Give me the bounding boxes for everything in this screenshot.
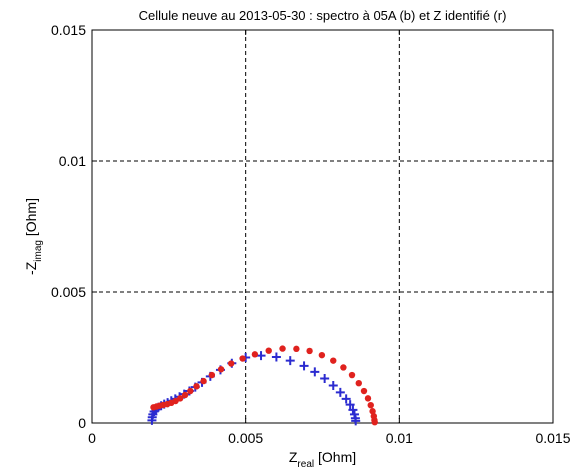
data-point-dot (318, 351, 326, 359)
data-point-dot (364, 395, 372, 402)
axis-ticks: 0 0.005 0.01 0.015 0 0.005 0.01 0.015 (51, 22, 571, 446)
x-tick-label: 0.01 (386, 430, 413, 446)
y-axis-label-unit: [Ohm] (23, 198, 39, 240)
data-point-dot (200, 377, 207, 385)
data-point-dot (330, 357, 337, 364)
x-tick-label: 0 (88, 430, 96, 446)
data-point-dot (371, 419, 378, 426)
data-point-dot (306, 347, 313, 355)
data-point-plus (328, 381, 338, 391)
data-point-plus (348, 405, 358, 415)
grid-lines (92, 30, 553, 423)
data-point-dot (367, 401, 374, 409)
chart-title: Cellule neuve au 2013-05-30 : spectro à … (139, 8, 507, 23)
x-axis-label-sub: real (297, 459, 314, 470)
series-0 (147, 351, 361, 426)
data-point-plus (345, 400, 355, 410)
y-axis-label-main: -Z (23, 261, 39, 275)
y-tick-label: 0.015 (51, 22, 86, 38)
data-point-dot (369, 408, 376, 415)
data-point-dot (279, 345, 286, 352)
y-tick-label: 0 (78, 415, 86, 431)
data-point-plus (320, 373, 330, 383)
data-point-dot (293, 345, 300, 353)
plot-frame (91, 29, 554, 424)
data-point-dot (360, 387, 368, 395)
data-point-dot (348, 371, 356, 379)
data-series (147, 345, 378, 426)
data-point-plus (310, 367, 320, 377)
data-point-plus (341, 394, 351, 404)
data-point-plus (256, 351, 266, 361)
data-point-dot (193, 383, 200, 390)
x-axis-label: Zreal [Ohm] (289, 449, 356, 470)
x-axis-label-unit: [Ohm] (314, 449, 356, 465)
data-point-dot (217, 366, 225, 373)
data-point-dot (355, 379, 362, 387)
data-point-dot (187, 387, 194, 395)
y-axis-label-sub: imag (33, 240, 44, 262)
x-tick-label: 0.015 (535, 430, 570, 446)
data-point-dot (340, 364, 347, 371)
y-tick-label: 0.005 (51, 284, 86, 300)
data-point-plus (285, 356, 295, 366)
series-1 (150, 345, 378, 426)
data-point-plus (351, 416, 361, 426)
data-point-plus (299, 361, 309, 371)
data-point-dot (265, 347, 272, 354)
data-point-plus (271, 352, 281, 362)
data-point-dot (228, 360, 235, 367)
data-point-dot (208, 371, 216, 379)
data-point-dot (239, 355, 246, 362)
data-point-dot (177, 395, 184, 402)
data-point-dot (181, 391, 189, 399)
x-axis-label-main: Z (289, 449, 298, 465)
y-tick-label: 0.01 (59, 153, 86, 169)
data-point-dot (251, 351, 259, 358)
y-axis-label: -Zimag [Ohm] (23, 198, 44, 275)
data-point-plus (335, 387, 345, 397)
x-tick-label: 0.005 (228, 430, 263, 446)
